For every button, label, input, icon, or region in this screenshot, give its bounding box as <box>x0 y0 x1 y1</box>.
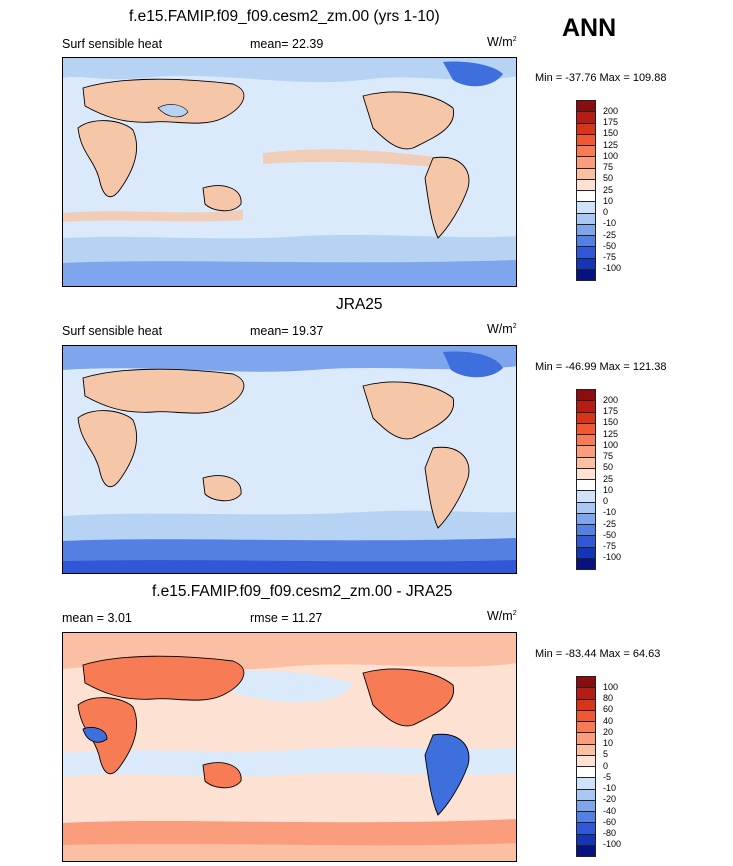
panel-1-mean-label: mean= 22.39 <box>250 37 324 51</box>
colorbar-tick-label: -50 <box>603 240 617 251</box>
colorbar-tick-label: -20 <box>603 794 617 805</box>
colorbar-tick-label: 10 <box>603 195 614 206</box>
colorbar-tick-label: 25 <box>603 473 614 484</box>
colorbar-tick-label: 0 <box>603 760 609 771</box>
colorbar-tick-label: 100 <box>603 150 619 161</box>
colorbar-swatch <box>576 268 596 281</box>
colorbar-tick-label: -40 <box>603 805 617 816</box>
panel-2-variable-label: Surf sensible heat <box>62 324 163 338</box>
colorbar-tick-label: 200 <box>603 394 619 405</box>
panel-3-colorbar: 100 80 60 40 20 10 5 0 -5 -10 -20 -40 -60 -80 -100 <box>576 676 621 857</box>
colorbar-tick-label: -75 <box>603 252 617 262</box>
colorbar-tick-label: 60 <box>603 704 614 715</box>
colorbar-tick-label: -75 <box>603 541 617 551</box>
colorbar-tick-label: 75 <box>603 451 614 461</box>
colorbar-tick-label: -10 <box>603 783 617 793</box>
colorbar-tick-label: -100 <box>603 263 622 274</box>
colorbar-tick-label: -80 <box>603 828 617 838</box>
colorbar-tick-label: 125 <box>603 139 619 150</box>
colorbar-tick-label: 100 <box>603 681 619 692</box>
panel-1-variable-label: Surf sensible heat <box>62 37 163 51</box>
colorbar-tick-label: -100 <box>603 839 622 850</box>
colorbar-tick-label: 40 <box>603 715 614 726</box>
colorbar-tick-label: 10 <box>603 738 614 748</box>
panel-2-title: JRA25 <box>336 296 383 313</box>
colorbar-tick-label: 25 <box>603 184 614 195</box>
colorbar-tick-label: 5 <box>603 749 609 760</box>
colorbar-tick-label: 150 <box>603 417 619 428</box>
panel-3-mean-label: mean = 3.01 <box>62 611 132 625</box>
colorbar-tick-label: 0 <box>603 496 609 506</box>
panel-1-minmax: Min = -37.76 Max = 109.88 <box>535 72 667 84</box>
colorbar-swatch <box>576 844 596 857</box>
panel-3-units: W/m2 <box>487 609 517 623</box>
colorbar-tick-label: -10 <box>603 218 617 229</box>
colorbar-tick-label: 75 <box>603 162 614 172</box>
panel-3-minmax: Min = -83.44 Max = 64.63 <box>535 648 661 660</box>
panel-1-title: f.e15.FAMIP.f09_f09.cesm2_zm.00 (yrs 1-1… <box>129 8 440 25</box>
colorbar-tick-label: 175 <box>603 406 619 416</box>
colorbar-tick-label: -50 <box>603 529 617 540</box>
panel-1-units: W/m2 <box>487 35 517 49</box>
season-label: ANN <box>562 14 617 42</box>
panel-2-colorbar: 200 175 150 125 100 75 50 25 10 0 -10 -25 -50 -75 -100 <box>576 389 621 570</box>
colorbar-tick-label: -100 <box>603 552 622 563</box>
panel-3-rmse-label: rmse = 11.27 <box>250 611 323 625</box>
colorbar-tick-label: 10 <box>603 484 614 495</box>
colorbar-tick-label: -60 <box>603 816 617 827</box>
panel-3-map <box>62 632 517 862</box>
panel-2-units: W/m2 <box>487 322 517 336</box>
panel-2-minmax: Min = -46.99 Max = 121.38 <box>535 361 667 373</box>
colorbar-tick-label: 80 <box>603 693 614 703</box>
colorbar-tick-label: 50 <box>603 462 614 473</box>
colorbar-swatch <box>576 557 596 570</box>
panel-1-map <box>62 57 517 287</box>
colorbar-tick-label: 0 <box>603 207 609 217</box>
colorbar-tick-label: -25 <box>603 518 617 529</box>
colorbar-tick-label: -5 <box>603 771 612 782</box>
colorbar-tick-label: -10 <box>603 507 617 518</box>
colorbar-tick-label: 100 <box>603 439 619 450</box>
panel-2-mean-label: mean= 19.37 <box>250 324 324 338</box>
panel-3-title: f.e15.FAMIP.f09_f09.cesm2_zm.00 - JRA25 <box>152 583 453 600</box>
colorbar-tick-label: 200 <box>603 105 619 116</box>
panel-1-colorbar: 200 175 150 125 100 75 50 25 10 0 -10 -25 -50 -75 -100 <box>576 100 621 281</box>
colorbar-tick-label: 150 <box>603 128 619 139</box>
colorbar-tick-label: 175 <box>603 117 619 127</box>
colorbar-tick-label: 20 <box>603 726 614 737</box>
colorbar-tick-label: 50 <box>603 173 614 184</box>
colorbar-tick-label: -25 <box>603 229 617 240</box>
panel-2-map <box>62 345 517 574</box>
colorbar-tick-label: 125 <box>603 428 619 439</box>
